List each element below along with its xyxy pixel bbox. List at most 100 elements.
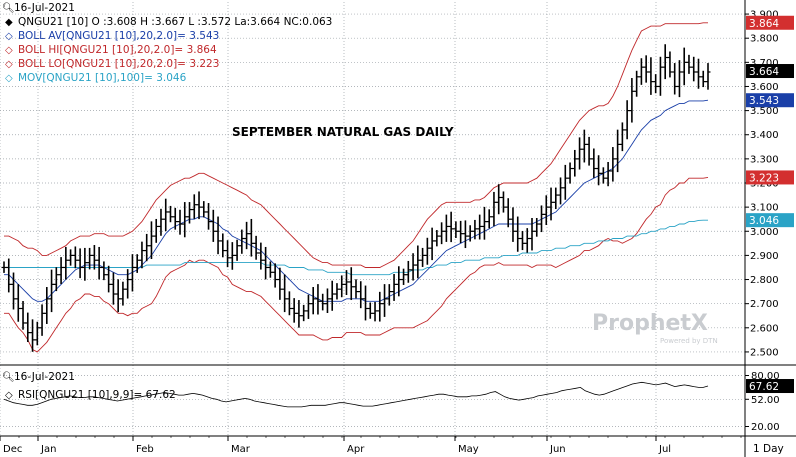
ohlc-bar <box>101 261 107 281</box>
ohlc-bar <box>415 245 421 279</box>
ohlc-bar <box>458 220 464 244</box>
ohlc-bar <box>420 247 426 267</box>
ohlc-bar <box>144 233 150 262</box>
axis-tick-label: 3.500 <box>750 106 779 117</box>
timeframe-label: 1 Day <box>753 443 784 455</box>
diamond-outline-icon: ◇ <box>5 390 13 401</box>
ohlc-bar <box>220 233 226 258</box>
ohlc-bar <box>643 55 649 83</box>
month-label: May <box>458 444 479 455</box>
ohlc-bar <box>605 162 611 187</box>
price-tags: 3.864 3.664 3.543 3.223 3.046 <box>746 15 794 228</box>
legend-header: 🔍︎ 16-Jul-2021 ◆ QNGU21 [10] O :3.608 H … <box>2 2 332 84</box>
ohlc-bar <box>196 191 202 220</box>
ohlc-bar <box>77 248 83 279</box>
price-tag-mid: 3.543 <box>746 93 794 108</box>
ohlc-bar <box>153 218 159 243</box>
ohlc-bar <box>453 221 459 238</box>
ohlc-bar <box>30 319 36 352</box>
ohlc-bar <box>163 198 169 232</box>
ohlc-bar <box>519 231 525 251</box>
ohlc-bar <box>496 184 502 215</box>
ohlc-bar <box>539 205 545 233</box>
ohlc-bar <box>572 149 578 177</box>
ohlc-bar <box>577 137 583 170</box>
ohlc-bar <box>543 195 549 226</box>
ohlc-bar <box>700 70 706 88</box>
ohlc-bar <box>662 44 668 80</box>
ohlc-bar <box>591 148 597 178</box>
ohlc-bar <box>629 78 635 123</box>
ohlc-bar <box>343 270 349 296</box>
ohlc-bar <box>524 228 530 253</box>
month-label: Mar <box>231 444 251 455</box>
ohlc-bar <box>686 54 692 74</box>
rsi-tag-box <box>746 379 794 394</box>
ohlc-bar <box>429 227 435 261</box>
magnifier-icon: 🔍︎ <box>2 2 15 14</box>
ohlc-bar <box>596 155 602 186</box>
ohlc-bar <box>39 304 45 336</box>
ohlc-bar <box>334 283 340 300</box>
ohlc-bar <box>305 294 311 319</box>
ohlc-bar <box>638 58 644 85</box>
rsi-line <box>3 381 709 408</box>
ohlc-bar <box>129 254 135 292</box>
price-tag-box <box>746 170 794 185</box>
time-axis: Dec Jan Feb Mar Apr May Jun Jul <box>0 436 742 455</box>
ohlc-bar <box>667 51 673 78</box>
ohlc-bar <box>258 242 264 270</box>
diamond-outline-icon: ◇ <box>5 45 13 56</box>
legend-row-boll-av: ◇ BOLL AV[QNGU21 [10],20,2.0]= 3.543 <box>5 30 219 42</box>
axis-tick-label: 3.000 <box>750 227 779 238</box>
ohlc-bar <box>377 291 383 322</box>
ohlc-bar <box>158 208 164 236</box>
ohlc-bar <box>467 225 473 242</box>
ohlc-bar <box>139 241 145 269</box>
diamond-outline-icon: ◇ <box>5 73 13 84</box>
axis-tick-label: 3.700 <box>750 58 779 69</box>
ohlc-bar <box>272 263 278 288</box>
ohlc-bar <box>434 230 440 247</box>
ohlc-bar <box>229 242 235 270</box>
boll-lo-line <box>4 176 709 353</box>
ohlc-bar <box>610 147 616 182</box>
ohlc-bar <box>372 301 378 322</box>
ohlc-bar <box>339 275 345 298</box>
ohlc-bar <box>282 274 288 313</box>
ohlc-bar <box>681 47 687 86</box>
ohlc-bar <box>315 284 321 315</box>
ohlc-bar <box>386 284 392 306</box>
ohlc-bar <box>477 214 483 240</box>
price-tag-band: 3.223 <box>746 170 794 185</box>
ohlc-bar <box>291 298 297 323</box>
header-date: 16-Jul-2021 <box>14 2 75 14</box>
rsi-axis-tick-label: 52.00 <box>751 395 780 406</box>
ohlc-bar <box>648 57 654 95</box>
axis-tick-label: 2.900 <box>750 251 779 262</box>
month-label: Jul <box>658 444 671 455</box>
ohlc-bar <box>215 216 221 255</box>
ohlc-bar <box>206 203 212 230</box>
price-tag-mov: 3.046 <box>746 213 794 228</box>
legend-boll-lo-text: BOLL LO[QNGU21 [10],20,2.0]= 3.223 <box>18 58 219 70</box>
ohlc-bar <box>358 281 364 309</box>
ohlc-bar <box>553 187 559 210</box>
legend-boll-hi-text: BOLL HI[QNGU21 [10],20,2.0]= 3.864 <box>18 44 217 56</box>
ohlc-bar <box>529 217 535 251</box>
ohlc-bar <box>367 302 373 319</box>
axis-tick-label: 3.900 <box>750 10 779 21</box>
ohlc-bar <box>177 209 183 235</box>
ohlc-bar <box>534 217 540 237</box>
ohlc-bar <box>1 261 7 273</box>
ohlc-bar <box>320 293 326 311</box>
ohlc-bar <box>401 268 407 285</box>
price-tag-label: 3.543 <box>749 95 779 107</box>
diamond-outline-icon: ◇ <box>5 31 13 42</box>
ohlc-bar <box>505 198 511 228</box>
boll-hi-line <box>4 22 708 268</box>
ohlc-bar <box>201 201 207 218</box>
ohlc-bar <box>25 312 31 342</box>
diamond-icon: ◆ <box>5 17 13 28</box>
